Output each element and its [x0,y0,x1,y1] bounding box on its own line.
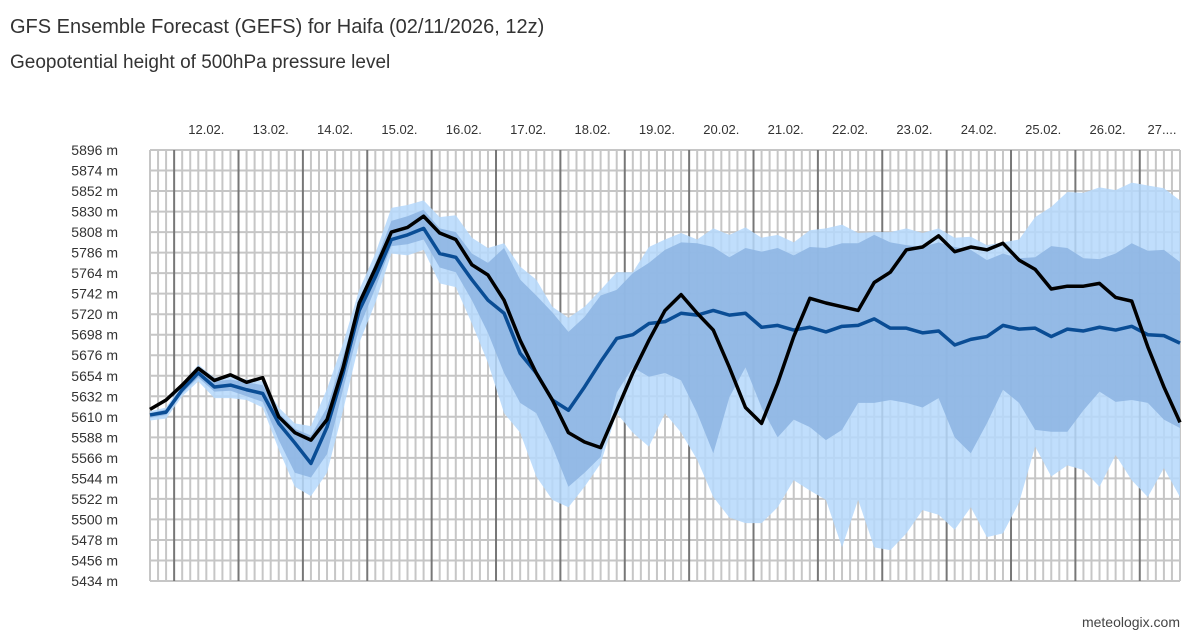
mean-line [149,226,1181,466]
y-tick-label: 5632 m [71,388,118,404]
chart-title: GFS Ensemble Forecast (GEFS) for Haifa (… [10,16,545,38]
y-tick-label: 5720 m [71,306,118,322]
y-tick-label: 5434 m [71,573,118,589]
x-tick-label: 19.02. [639,122,675,137]
y-tick-label: 5874 m [71,163,118,179]
x-tick-label: 27.... [1148,122,1177,137]
y-tick-label: 5588 m [71,429,118,445]
x-tick-label: 21.02. [768,122,804,137]
y-tick-label: 5852 m [71,183,118,199]
x-tick-label: 18.02. [575,122,611,137]
x-tick-label: 22.02. [832,122,868,137]
x-tick-label: 16.02. [446,122,482,137]
y-tick-label: 5566 m [71,450,118,466]
y-tick-label: 5764 m [71,265,118,281]
y-tick-label: 5610 m [71,409,118,425]
y-tick-label: 5478 m [71,532,118,548]
x-tick-label: 26.02. [1090,122,1126,137]
x-tick-label: 24.02. [961,122,997,137]
y-tick-label: 5544 m [71,470,118,486]
y-tick-label: 5896 m [71,142,118,158]
source-credit[interactable]: meteologix.com [1081,614,1180,630]
y-tick-label: 5500 m [71,511,118,527]
y-tick-label: 5698 m [71,327,118,343]
y-tick-label: 5786 m [71,245,118,261]
y-tick-label: 5808 m [71,224,118,240]
series-lines [149,214,1182,466]
x-tick-label: 25.02. [1025,122,1061,137]
ensemble-bands [150,182,1180,551]
control-line [149,214,1182,450]
x-tick-label: 17.02. [510,122,546,137]
x-tick-label: 15.02. [381,122,417,137]
x-tick-label: 14.02. [317,122,353,137]
x-axis-ticks: 12.02. 13.02. 14.02. 15.02. 16.02. 17.02. 18.0… [188,122,1176,137]
x-tick-label: 23.02. [896,122,932,137]
x-tick-label: 20.02. [703,122,739,137]
y-tick-label: 5456 m [71,552,118,568]
inner-range-band [150,209,1180,487]
y-axis-ticks: 5896 m 5874 m 5852 m 5830 m 5808 m 5786 m 5764… [71,142,118,589]
y-tick-label: 5830 m [71,204,118,220]
chart-subtitle: Geopotential height of 500hPa pressure l… [10,52,391,73]
x-tick-label: 13.02. [253,122,289,137]
x-tick-label: 12.02. [188,122,224,137]
y-tick-label: 5654 m [71,368,118,384]
y-tick-label: 5742 m [71,286,118,302]
y-tick-label: 5522 m [71,491,118,507]
y-tick-label: 5676 m [71,347,118,363]
